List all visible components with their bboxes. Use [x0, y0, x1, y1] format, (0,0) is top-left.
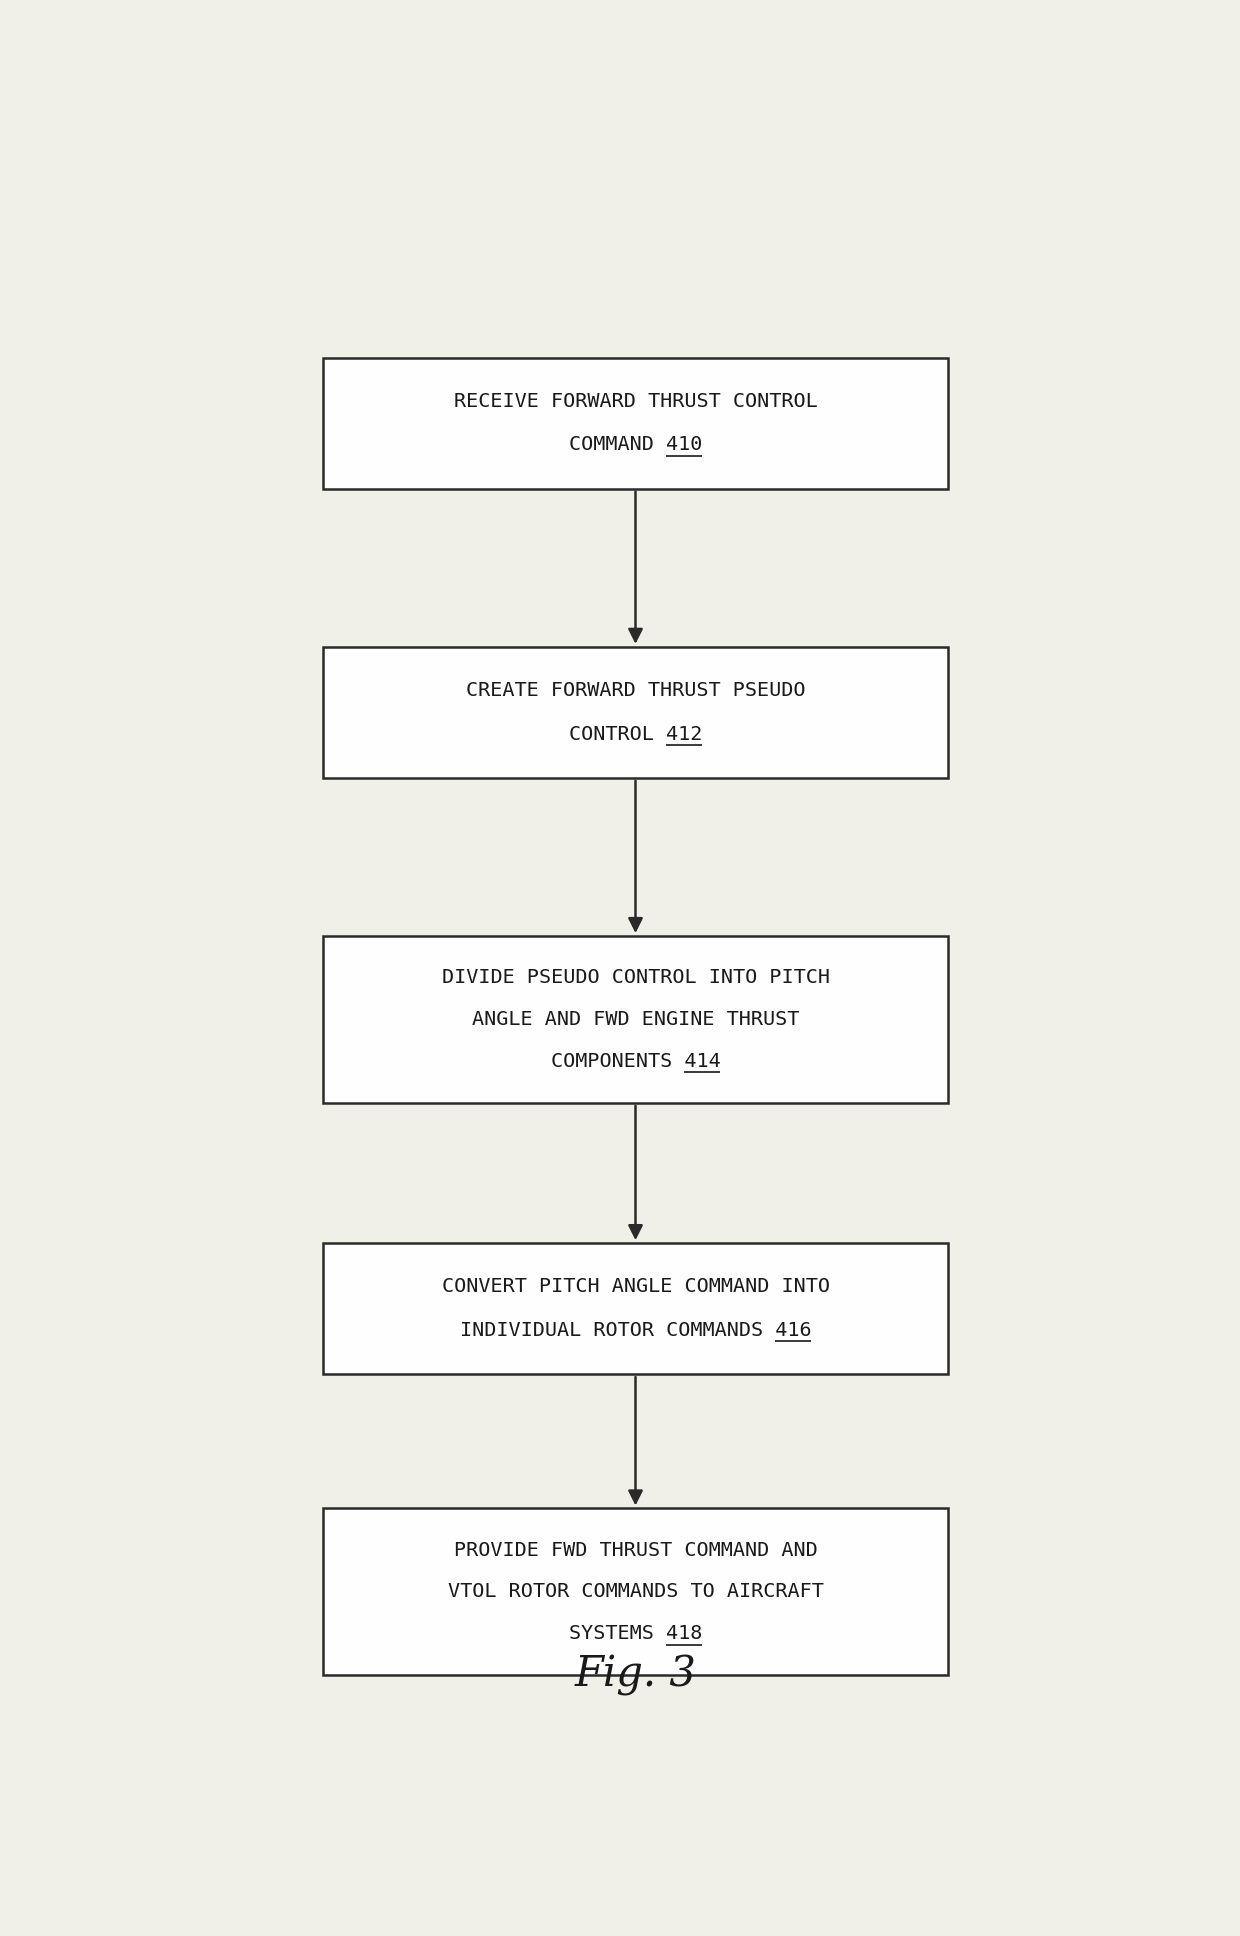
Text: COMPONENTS 414: COMPONENTS 414 — [551, 1051, 720, 1071]
Text: VTOL ROTOR COMMANDS TO AIRCRAFT: VTOL ROTOR COMMANDS TO AIRCRAFT — [448, 1582, 823, 1601]
Text: Fig. 3: Fig. 3 — [574, 1653, 697, 1696]
Text: ANGLE AND FWD ENGINE THRUST: ANGLE AND FWD ENGINE THRUST — [471, 1011, 800, 1028]
Text: PROVIDE FWD THRUST COMMAND AND: PROVIDE FWD THRUST COMMAND AND — [454, 1541, 817, 1560]
Text: INDIVIDUAL ROTOR COMMANDS 416: INDIVIDUAL ROTOR COMMANDS 416 — [460, 1320, 811, 1340]
Bar — [324, 935, 947, 1104]
Text: DIVIDE PSEUDO CONTROL INTO PITCH: DIVIDE PSEUDO CONTROL INTO PITCH — [441, 968, 830, 987]
Text: COMMAND 410: COMMAND 410 — [569, 436, 702, 455]
Text: CONTROL 412: CONTROL 412 — [569, 724, 702, 743]
Bar — [324, 1243, 947, 1375]
Text: CREATE FORWARD THRUST PSEUDO: CREATE FORWARD THRUST PSEUDO — [466, 681, 805, 701]
Text: RECEIVE FORWARD THRUST CONTROL: RECEIVE FORWARD THRUST CONTROL — [454, 391, 817, 410]
Bar — [324, 358, 947, 488]
Text: SYSTEMS 418: SYSTEMS 418 — [569, 1624, 702, 1644]
Bar — [324, 1508, 947, 1675]
Bar — [324, 647, 947, 778]
Text: CONVERT PITCH ANGLE COMMAND INTO: CONVERT PITCH ANGLE COMMAND INTO — [441, 1278, 830, 1297]
